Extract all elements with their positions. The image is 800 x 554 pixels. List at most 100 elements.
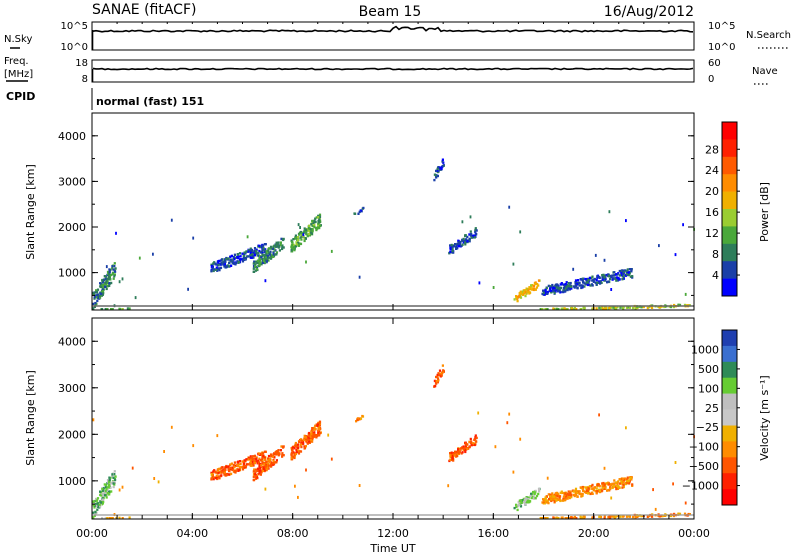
echo-cell	[684, 501, 687, 505]
echo-cell	[449, 454, 452, 457]
echo-cell	[598, 413, 600, 417]
echo-cell	[311, 435, 314, 438]
echo-cell	[94, 302, 97, 305]
echo-cell	[449, 248, 452, 251]
echo-cell	[549, 493, 552, 496]
echo-cell	[584, 277, 587, 281]
echo-cell	[515, 295, 518, 298]
echo-cell	[470, 440, 473, 443]
echo-cell	[317, 421, 320, 425]
echo-cell	[609, 275, 613, 278]
echo-cell	[121, 485, 124, 489]
echo-cell	[579, 308, 582, 311]
echo-cell	[452, 452, 455, 456]
echo-cell	[607, 275, 610, 278]
echo-cell	[526, 500, 529, 503]
echo-cell	[439, 166, 442, 169]
echo-cell	[300, 238, 303, 241]
echo-cell	[631, 483, 634, 486]
echo-cell	[114, 267, 117, 270]
echo-cell	[221, 466, 224, 469]
echo-cell	[233, 253, 236, 256]
echo-cell	[210, 473, 213, 476]
echo-cell	[593, 486, 596, 489]
echo-cell	[242, 258, 245, 261]
echo-cell	[253, 457, 256, 460]
echo-cell	[237, 460, 240, 463]
echo-cell	[265, 460, 268, 463]
echo-cell	[252, 455, 255, 458]
echo-cell	[306, 234, 309, 238]
echo-cell	[557, 517, 560, 520]
echo-cell	[317, 214, 320, 218]
echo-cell	[470, 443, 473, 447]
echo-cell	[602, 273, 605, 277]
echo-cell	[110, 482, 113, 485]
echo-cell	[544, 289, 547, 292]
echo-cell	[263, 458, 266, 461]
echo-cell	[305, 468, 307, 472]
echo-cell	[515, 296, 518, 300]
echo-cell	[519, 290, 522, 293]
echo-cell	[627, 515, 630, 518]
echo-cell	[575, 517, 578, 520]
echo-cell	[112, 277, 115, 280]
echo-cell	[543, 499, 546, 503]
echo-cell	[261, 248, 264, 252]
echo-cell	[583, 282, 586, 285]
colorbar-swatch	[722, 441, 737, 458]
echo-cell	[249, 253, 252, 257]
echo-cell	[609, 277, 612, 281]
echo-cell	[553, 493, 556, 497]
echo-cell	[581, 493, 584, 496]
echo-cell	[518, 294, 521, 298]
echo-cell	[239, 255, 242, 258]
time-axis: 00:00 04:00 08:00 12:00 16:00 20:00 00:00	[76, 22, 710, 540]
echo-cell	[214, 268, 218, 271]
power-colorbar: 4 8 12 16 20 24 28	[705, 121, 740, 297]
echo-cell	[290, 239, 293, 242]
echo-cell	[253, 478, 256, 482]
echo-cell	[112, 482, 115, 485]
echo-cell	[614, 305, 617, 309]
echo-cell	[236, 256, 239, 260]
echo-cell	[529, 494, 532, 498]
echo-cell	[621, 486, 624, 489]
echo-cell	[304, 230, 308, 233]
echo-cell	[569, 492, 572, 495]
echo-cell	[580, 284, 583, 287]
echo-cell	[220, 466, 223, 470]
echo-cell	[631, 276, 634, 279]
echo-cell	[291, 446, 294, 449]
echo-cell	[357, 212, 360, 215]
echo-cell	[319, 432, 322, 435]
echo-cell	[530, 284, 533, 287]
echo-cell	[583, 515, 586, 518]
echo-cell	[523, 498, 526, 501]
echo-cell	[535, 494, 539, 498]
colorbar-tick-label: 100	[698, 382, 719, 395]
echo-cell	[601, 275, 604, 278]
echo-cell	[570, 495, 573, 499]
echo-cell	[250, 248, 253, 252]
echo-cell	[266, 249, 269, 252]
cpid-value: normal (fast) 151	[96, 95, 204, 108]
echo-cell	[598, 485, 601, 488]
echo-cell	[112, 476, 115, 479]
echo-cell	[259, 261, 262, 264]
echo-cell	[253, 468, 256, 471]
echo-cell	[219, 266, 223, 270]
echo-cell	[580, 492, 583, 496]
echo-cell	[526, 290, 529, 294]
echo-cell	[587, 278, 590, 282]
echo-cell	[256, 462, 259, 465]
echo-cell	[316, 424, 319, 427]
velocity-y-axis: 1000 2000 3000 4000	[58, 335, 694, 505]
echo-cell	[564, 283, 567, 286]
echo-cell	[224, 259, 227, 262]
echo-cell	[553, 495, 556, 498]
echo-cell	[121, 308, 124, 311]
echo-cell	[604, 485, 607, 488]
echo-cell	[97, 504, 100, 508]
echo-cell	[103, 483, 106, 486]
